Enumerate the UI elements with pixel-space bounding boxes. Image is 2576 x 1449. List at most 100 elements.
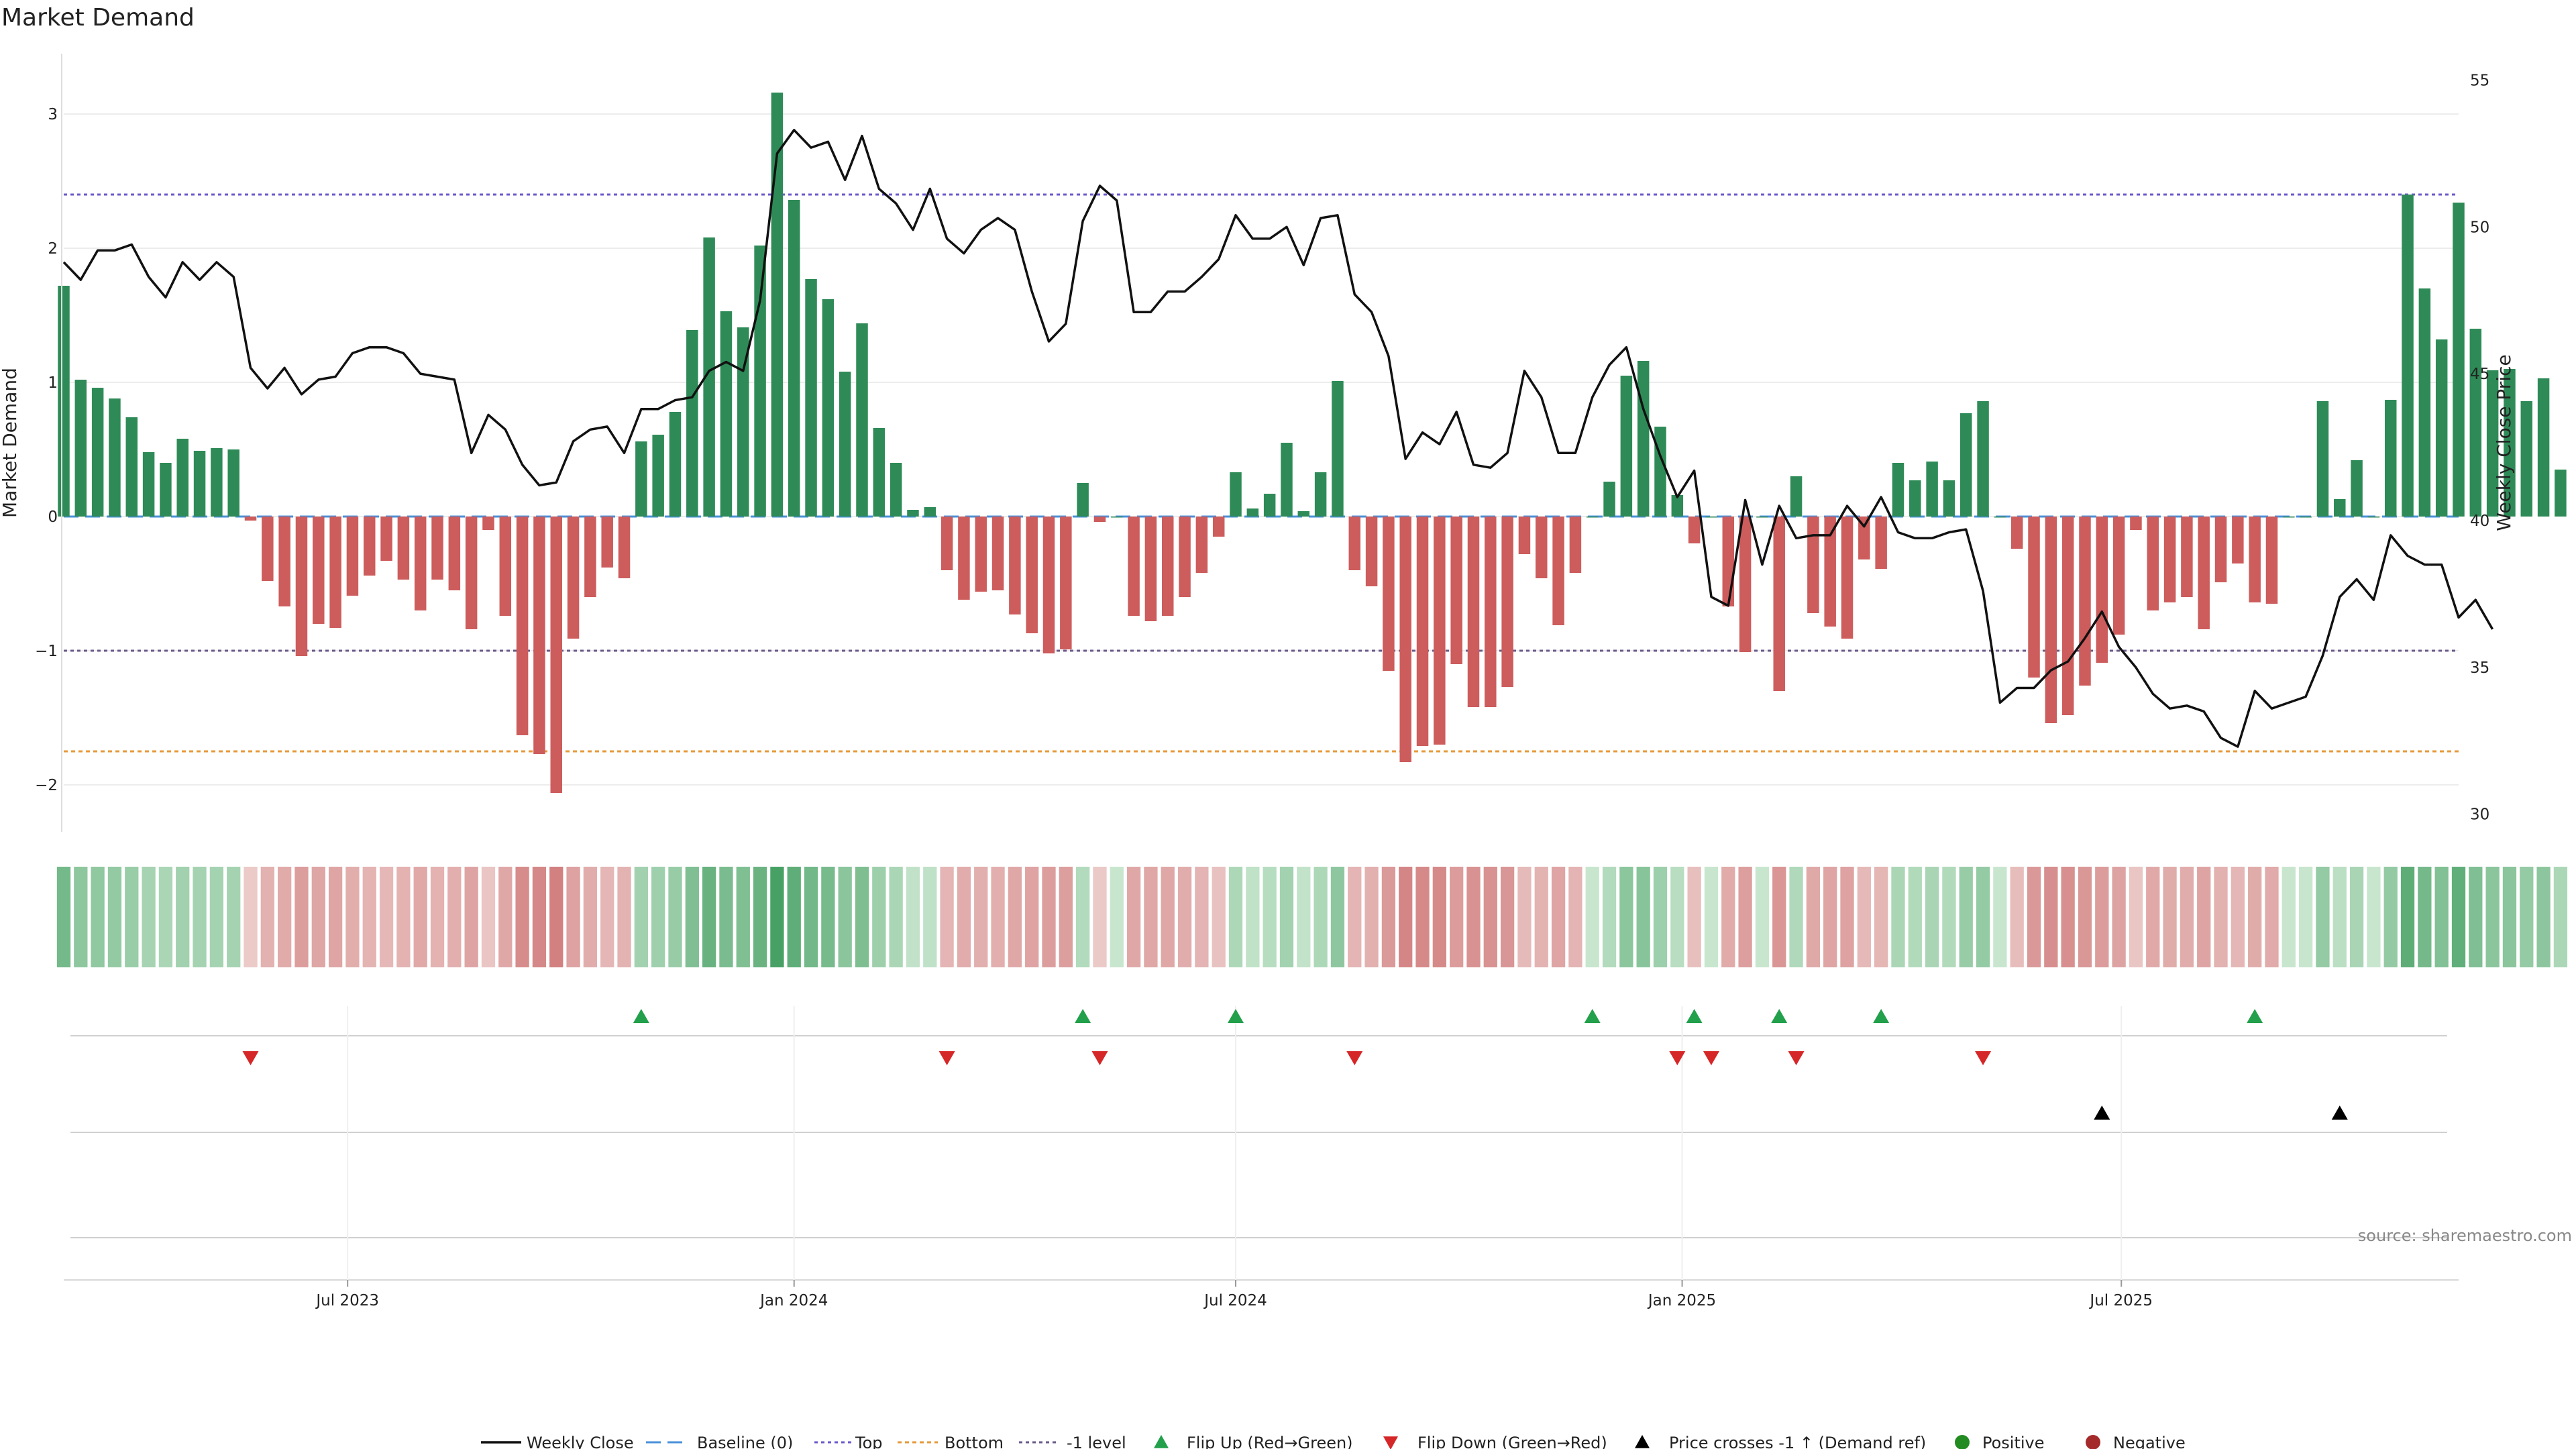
demand-bar	[380, 517, 392, 561]
demand-bar	[618, 517, 631, 578]
demand-bar	[2112, 517, 2125, 635]
heat-cell	[1925, 867, 1939, 967]
heat-cell	[176, 867, 190, 967]
demand-bar	[703, 237, 715, 517]
demand-bar	[125, 417, 138, 517]
demand-bar	[2249, 517, 2261, 602]
demand-bar	[1722, 517, 1735, 606]
demand-bar	[448, 517, 461, 590]
demand-bar	[2147, 517, 2159, 610]
legend-label: Top	[855, 1434, 883, 1449]
heat-cell	[1025, 867, 1039, 967]
flip-down-marker	[1669, 1051, 1686, 1065]
heat-cell	[2536, 867, 2551, 967]
heat-cell	[838, 867, 852, 967]
legend-price-cross-swatch	[1635, 1435, 1650, 1448]
demand-bar	[907, 510, 919, 517]
heat-cell	[1619, 867, 1633, 967]
heat-cell	[1959, 867, 1973, 967]
demand-bar	[1399, 517, 1411, 762]
demand-bar	[2555, 470, 2567, 517]
heat-cell	[278, 867, 292, 967]
heat-cell	[2146, 867, 2160, 967]
heat-cell	[2502, 867, 2517, 967]
demand-bar	[1348, 517, 1360, 570]
demand-bar	[1671, 495, 1684, 517]
price-line	[62, 129, 2494, 748]
demand-bar	[890, 463, 902, 517]
demand-bar	[2469, 329, 2482, 517]
flip-up-marker	[1228, 1009, 1244, 1023]
heat-cell	[2231, 867, 2245, 967]
legend-label: Negative	[2113, 1434, 2186, 1449]
x-tick-label: Jul 2023	[315, 1292, 379, 1309]
heat-cell	[974, 867, 988, 967]
demand-bar	[2232, 517, 2244, 564]
heat-cell	[74, 867, 88, 967]
demand-bar	[414, 517, 427, 610]
demand-bar	[584, 517, 596, 597]
demand-bar	[941, 517, 953, 570]
heat-cell	[260, 867, 274, 967]
demand-bar	[550, 517, 562, 793]
heat-cell	[1161, 867, 1175, 967]
y2-tick-label: 50	[2470, 219, 2489, 236]
heat-cell	[719, 867, 733, 967]
heat-cell	[107, 867, 122, 967]
x-tick-label: Jul 2025	[2088, 1292, 2153, 1309]
heat-cell	[1653, 867, 1668, 967]
heat-cell	[413, 867, 427, 967]
flip-up-marker	[1771, 1009, 1788, 1023]
heat-cell	[1772, 867, 1786, 967]
demand-bar	[1637, 361, 1650, 517]
heat-cell	[906, 867, 920, 967]
heat-cell	[651, 867, 665, 967]
legend-label: Baseline (0)	[697, 1434, 793, 1449]
demand-bar	[2045, 517, 2057, 723]
heat-cell	[1721, 867, 1735, 967]
y-tick-label: −2	[35, 777, 58, 794]
heat-cell	[1008, 867, 1022, 967]
demand-bar	[1179, 517, 1191, 597]
heat-cell	[2112, 867, 2126, 967]
demand-bar	[2163, 517, 2176, 602]
heat-cell	[821, 867, 835, 967]
heat-cell	[1330, 867, 1345, 967]
heat-cell	[1755, 867, 1770, 967]
price-line-group	[62, 129, 2494, 748]
legend-flip-up-swatch	[1154, 1435, 1169, 1448]
demand-bar	[2061, 517, 2074, 715]
demand-bar	[1705, 517, 1717, 518]
legend: Weekly Close Baseline (0) Top Bottom -1 leve…	[481, 1434, 2186, 1449]
heat-cell	[1126, 867, 1141, 967]
demand-bar	[2283, 517, 2295, 518]
demand-bar	[1807, 517, 1819, 613]
demand-bar	[74, 380, 87, 517]
demand-bar	[295, 517, 308, 656]
heat-cell	[1568, 867, 1582, 967]
demand-bar	[1909, 480, 1921, 517]
heat-cell	[2197, 867, 2211, 967]
demand-bar	[1773, 517, 1785, 691]
demand-bar	[1586, 517, 1599, 518]
heat-cell	[2282, 867, 2296, 967]
demand-bar	[1875, 517, 1887, 569]
heat-cell	[294, 867, 309, 967]
demand-bar	[193, 451, 206, 517]
heat-cell	[1144, 867, 1158, 967]
heat-cell	[889, 867, 903, 967]
demand-bar	[788, 200, 800, 517]
heat-cell	[2044, 867, 2058, 967]
source-annotation: source: sharemaestro.com	[2358, 1226, 2572, 1245]
heat-cell	[1993, 867, 2007, 967]
legend-label: Weekly Close	[527, 1434, 634, 1449]
heat-cell	[91, 867, 105, 967]
heat-cell	[1891, 867, 1905, 967]
demand-bar	[1824, 517, 1836, 627]
demand-bar	[1943, 480, 1955, 517]
demand-bar	[1416, 517, 1429, 746]
demand-bar	[1620, 376, 1633, 517]
demand-bar	[1756, 517, 1768, 518]
demand-bar	[1518, 517, 1531, 554]
demand-bar	[1739, 517, 1752, 652]
